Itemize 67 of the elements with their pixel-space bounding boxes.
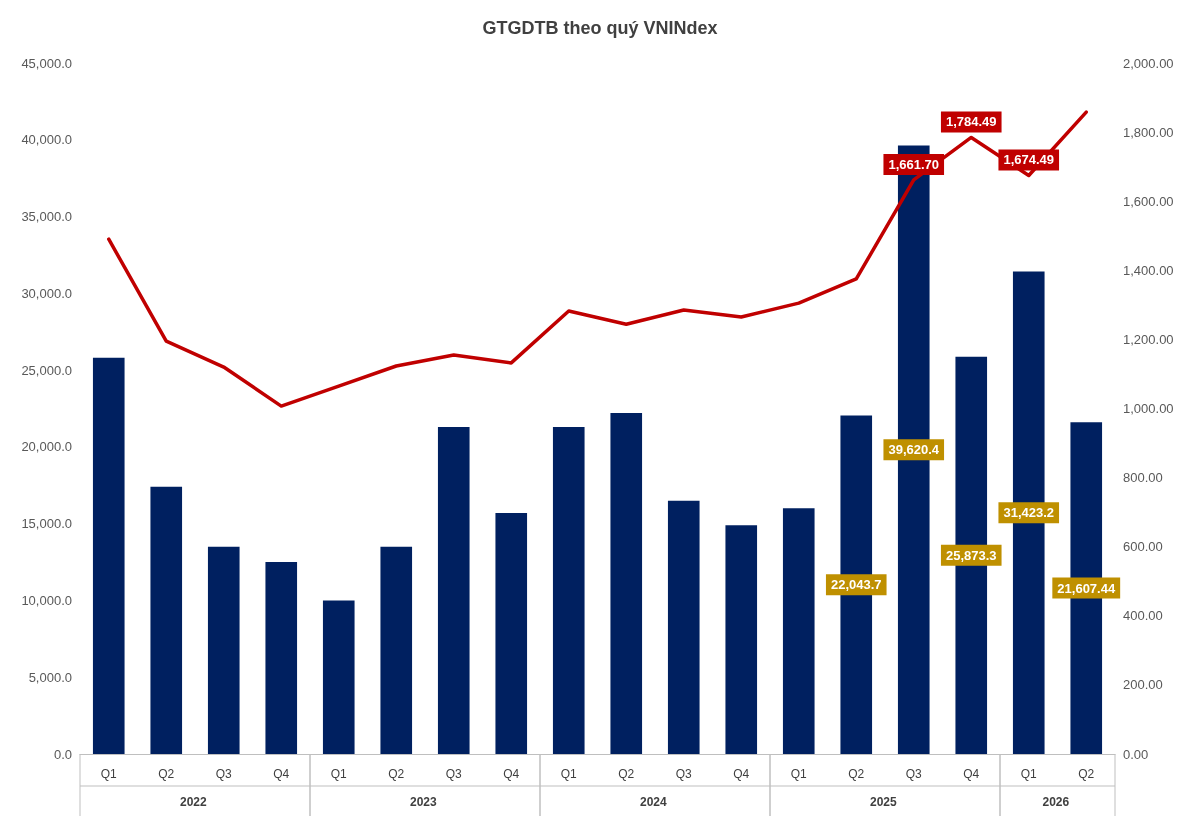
x-tick-label: Q2 (848, 767, 865, 781)
x-tick-label: Q3 (445, 767, 463, 781)
text: 2025 (870, 795, 898, 809)
y2-tick-label: 200.00 (1123, 677, 1163, 693)
x-tick-label: Q2 (1078, 767, 1095, 781)
y2-tick-label: 1,200.00 (1123, 331, 1174, 347)
y-tick-label: 40,000.0 (21, 132, 72, 148)
x-tick-label: Q3 (675, 767, 693, 781)
bar (610, 413, 643, 754)
data-label: 39,620.4 (888, 442, 940, 458)
y2-tick-label: 600.00 (1123, 539, 1163, 555)
y2-tick-label: 0.00 (1123, 746, 1149, 762)
chart-title: GTGDTB theo quý VNINdex (482, 18, 718, 38)
y-tick-label: 0.0 (53, 746, 72, 762)
data-label: 1,674.49 (1003, 152, 1055, 168)
bar (437, 426, 470, 754)
bar (380, 546, 413, 754)
y-tick-label: 35,000.0 (21, 209, 72, 225)
text: 2026 (1042, 795, 1070, 809)
bar (495, 512, 528, 754)
x-tick-label: Q3 (905, 767, 923, 781)
x-tick-label: Q3 (215, 767, 233, 781)
bar (667, 500, 700, 754)
bar (322, 600, 355, 754)
y-tick-label: 20,000.0 (21, 439, 72, 455)
y-tick-label: 25,000.0 (21, 362, 72, 378)
y2-tick-label: 1,600.00 (1123, 193, 1174, 209)
y-tick-label: 45,000.0 (21, 55, 72, 71)
x-tick-label: Q1 (790, 767, 808, 781)
y-tick-label: 5,000.0 (28, 669, 72, 685)
y2-tick-label: 1,400.00 (1123, 262, 1174, 278)
text: 2023 (410, 795, 438, 809)
x-tick-label: Q4 (733, 767, 750, 781)
bar (552, 426, 585, 754)
y2-tick-label: 1,800.00 (1123, 124, 1174, 140)
x-tick-label: Q2 (388, 767, 405, 781)
data-label: 25,873.3 (945, 547, 997, 563)
x-tick-label: Q1 (100, 767, 118, 781)
x-tick-label: Q1 (330, 767, 348, 781)
bar (725, 525, 758, 754)
x-tick-label: Q2 (158, 767, 175, 781)
y-tick-label: 30,000.0 (21, 285, 72, 301)
y2-tick-label: 2,000.00 (1123, 55, 1174, 71)
x-tick-label: Q1 (560, 767, 578, 781)
text: 2024 (640, 795, 668, 809)
text: 2022 (180, 795, 208, 809)
bar (782, 508, 815, 754)
x-tick-label: Q4 (273, 767, 290, 781)
y2-tick-label: 400.00 (1123, 608, 1163, 624)
data-label: 1,784.49 (945, 114, 997, 130)
bar (207, 546, 240, 754)
data-label: 21,607.44 (1057, 580, 1116, 596)
y2-tick-label: 1,000.00 (1123, 401, 1174, 416)
line-series (107, 110, 1088, 408)
bar (265, 562, 298, 754)
data-label: 22,043.7 (830, 577, 882, 593)
x-tick-label: Q1 (1020, 767, 1038, 781)
x-tick-label: Q4 (503, 767, 520, 781)
data-label: 31,423.2 (1003, 505, 1055, 521)
x-tick-label: Q4 (963, 767, 980, 781)
y-tick-label: 10,000.0 (21, 592, 72, 608)
bar (150, 486, 183, 754)
bar (92, 357, 125, 754)
data-label: 1,661.70 (888, 156, 940, 172)
y2-tick-label: 800.00 (1123, 470, 1163, 486)
y-tick-label: 15,000.0 (21, 516, 72, 532)
x-tick-label: Q2 (618, 767, 635, 781)
